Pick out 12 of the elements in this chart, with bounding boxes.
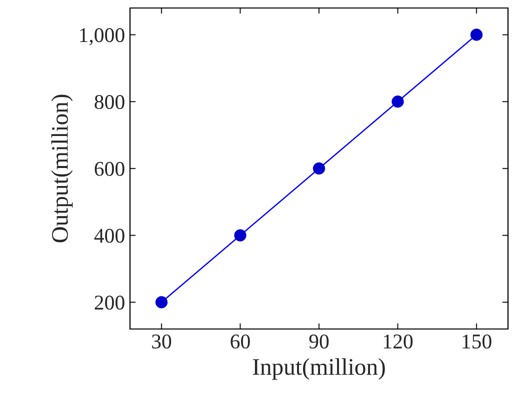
x-tick-label: 60 xyxy=(230,334,250,349)
y-tick-label: 200 xyxy=(94,296,124,310)
y-axis-title: Output(million) xyxy=(51,94,73,242)
y-tick-label: 800 xyxy=(94,95,124,110)
x-tick-label: 90 xyxy=(309,334,329,349)
x-tick-label: 30 xyxy=(152,334,172,349)
x-tick-label: 150 xyxy=(462,334,492,349)
x-tick-label: 120 xyxy=(384,334,413,349)
x-axis-title: Input(million) xyxy=(252,358,385,380)
y-tick-label: 400 xyxy=(94,228,124,243)
y-tick-label: 1,000 xyxy=(80,28,124,46)
y-tick-label: 600 xyxy=(94,162,124,176)
